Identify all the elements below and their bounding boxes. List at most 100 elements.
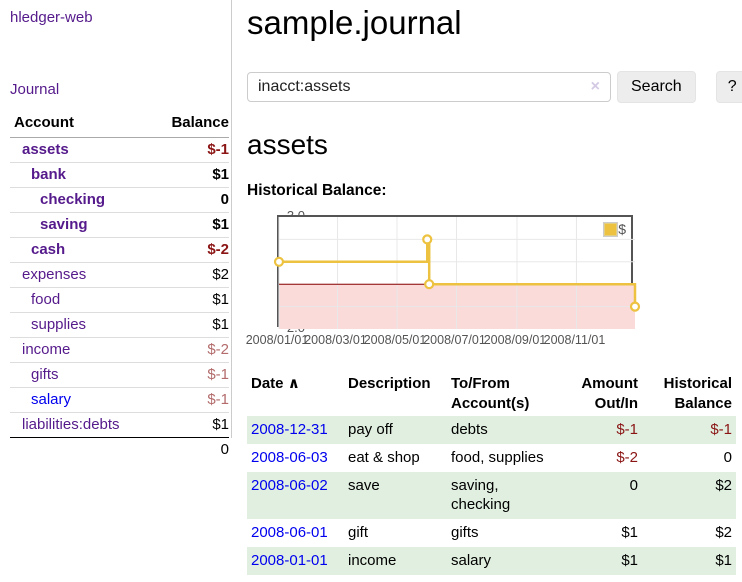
sort-ascending-icon[interactable]: ∧	[287, 375, 300, 392]
transaction-balance: $2	[715, 477, 732, 494]
account-link-food[interactable]: food	[31, 291, 61, 308]
transaction-description: income	[348, 552, 397, 569]
clear-search-icon[interactable]: ×	[590, 78, 600, 95]
register-col-description: Description	[348, 375, 431, 392]
transaction-amount: $-1	[616, 421, 638, 438]
main-content: sample.journal × Search ? assets Histori…	[232, 0, 742, 582]
transaction-date-link[interactable]: 2008-06-03	[251, 449, 328, 466]
transaction-balance: 0	[723, 449, 732, 466]
search-box: ×	[247, 72, 611, 102]
account-link-supplies[interactable]: supplies	[31, 316, 87, 333]
transaction-accounts: food, supplies	[451, 449, 544, 466]
transaction-accounts: salary	[451, 552, 492, 569]
account-link-saving[interactable]: saving	[40, 216, 88, 233]
accounts-total-row: 0	[10, 437, 229, 462]
transaction-amount: 0	[629, 477, 638, 494]
account-row: cash $-2	[10, 237, 229, 263]
accounts-table: Account Balance assets $-1 bank $1 checking 0…	[10, 111, 229, 462]
transaction-description: gift	[348, 524, 369, 541]
register-row: 2008-06-03 eat & shop food, supplies $-2 0	[247, 444, 736, 472]
account-row: checking 0	[10, 187, 229, 213]
accounts-col-account: Account	[10, 111, 154, 138]
account-row: expenses $2	[10, 262, 229, 288]
register-row: 2008-06-01 gift gifts $1 $2	[247, 519, 736, 547]
transaction-accounts: saving, checking	[451, 477, 511, 513]
account-balance: $2	[153, 262, 229, 288]
transaction-balance: $-1	[710, 421, 732, 438]
account-row: bank $1	[10, 162, 229, 188]
accounts-header-row: Account Balance	[10, 111, 229, 138]
account-row: saving $1	[10, 212, 229, 238]
transaction-date-link[interactable]: 2008-06-02	[251, 477, 328, 494]
account-link-gifts[interactable]: gifts	[31, 366, 59, 383]
account-row: gifts $-1	[10, 362, 229, 388]
x-tick-label: 2008/11/01	[543, 333, 606, 347]
register-row: 2008-12-31 pay off debts $-1 $-1	[247, 416, 736, 444]
transaction-description: save	[348, 477, 380, 494]
transaction-date-link[interactable]: 2008-06-01	[251, 524, 328, 541]
search-input[interactable]	[247, 72, 611, 102]
account-balance: 0	[153, 187, 229, 213]
account-balance: $1	[153, 312, 229, 338]
search-button[interactable]: Search	[617, 71, 696, 103]
legend-label: $	[618, 221, 626, 237]
transaction-amount: $-2	[616, 449, 638, 466]
account-balance: $-1	[207, 141, 229, 158]
account-row: liabilities:debts $1	[10, 412, 229, 438]
account-balance: $1	[153, 287, 229, 313]
legend-swatch-icon	[603, 221, 619, 237]
search-form: × Search ?	[247, 71, 742, 103]
page-title: sample.journal	[247, 4, 462, 41]
account-link-income[interactable]: income	[22, 341, 71, 358]
account-row: income $-2	[10, 337, 229, 363]
x-tick-label: 2008/09/01	[483, 333, 547, 347]
chart-heading: Historical Balance:	[247, 182, 387, 199]
x-tick-label: 2008/05/01	[363, 333, 427, 347]
account-row: food $1	[10, 287, 229, 313]
x-tick-label: 2008/07/01	[423, 333, 486, 347]
transaction-date-link[interactable]: 2008-01-01	[251, 552, 328, 569]
register-row: 2008-01-01 income salary $1 $1	[247, 547, 736, 575]
register-col-amount: Amount Out/In	[581, 375, 638, 412]
transaction-date-link[interactable]: 2008-12-31	[251, 421, 328, 438]
accounts-total-value: 0	[153, 437, 229, 462]
account-row: assets $-1	[10, 138, 229, 163]
account-balance: $-1	[153, 387, 229, 413]
help-button[interactable]: ?	[715, 71, 742, 103]
chart-legend: $	[602, 220, 628, 238]
account-link-salary[interactable]: salary	[31, 391, 72, 408]
register-header-row: Date ∧ Description To/From Account(s) Am…	[247, 372, 736, 416]
sidebar-item-journal[interactable]: Journal	[10, 81, 60, 98]
sidebar: hledger-web Journal Account Balance asse…	[0, 0, 232, 582]
historical-balance-chart: 3.02.01.00.0-1.0-2.0 $ 2008/01/012008/03…	[246, 209, 641, 350]
account-link-cash[interactable]: cash	[31, 241, 66, 258]
account-row: supplies $1	[10, 312, 229, 338]
transaction-balance: $2	[715, 524, 732, 541]
register-row: 2008-06-02 save saving, checking 0 $2	[247, 472, 736, 519]
account-balance: $1	[153, 212, 229, 238]
account-link-assets[interactable]: assets	[22, 141, 69, 158]
transaction-balance: $1	[715, 552, 732, 569]
transaction-amount: $1	[621, 552, 638, 569]
sidebar-divider	[231, 0, 232, 438]
account-balance: $1	[153, 162, 229, 188]
account-balance: $1	[153, 412, 229, 438]
account-link-checking[interactable]: checking	[40, 191, 106, 208]
account-link-expenses[interactable]: expenses	[22, 266, 87, 283]
transaction-accounts: gifts	[451, 524, 479, 541]
account-link-bank[interactable]: bank	[31, 166, 67, 183]
transaction-accounts: debts	[451, 421, 488, 438]
account-balance: $-2	[153, 237, 229, 263]
register-col-tofrom: To/From Account(s)	[451, 375, 530, 412]
register-col-balance: Historical Balance	[663, 375, 732, 412]
register-col-date[interactable]: Date ∧	[251, 375, 300, 392]
app-title-link[interactable]: hledger-web	[10, 9, 93, 26]
transaction-description: pay off	[348, 421, 393, 438]
register-table: Date ∧ Description To/From Account(s) Am…	[247, 372, 736, 575]
account-balance: $-2	[153, 337, 229, 363]
transaction-description: eat & shop	[348, 449, 420, 466]
x-tick-label: 2008/03/01	[304, 333, 367, 347]
x-tick-label: 2008/01/01	[245, 333, 309, 347]
chart-plot-area: $	[273, 215, 641, 329]
account-link-liabilities-debts[interactable]: liabilities:debts	[22, 416, 120, 433]
